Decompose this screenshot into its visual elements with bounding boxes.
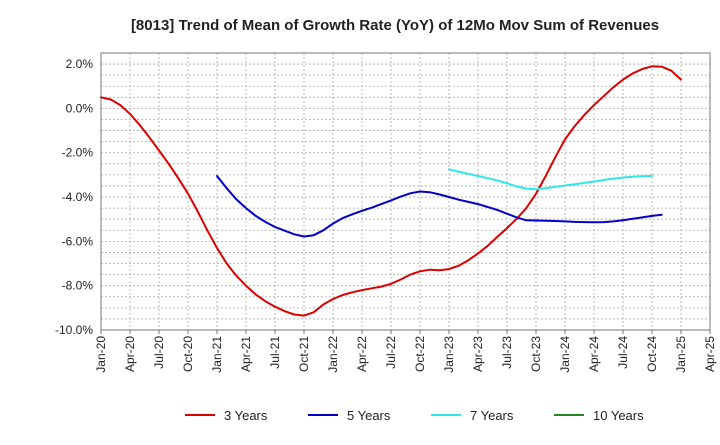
y-tick-label: 0.0% bbox=[66, 101, 94, 115]
y-tick-label: -2.0% bbox=[62, 146, 94, 160]
x-tick-label: Jul-21 bbox=[268, 336, 282, 369]
x-tick-label: Jul-24 bbox=[616, 336, 630, 369]
series-lines bbox=[100, 65, 682, 317]
x-tick-label: Jan-20 bbox=[94, 336, 108, 373]
x-tick-label: Jul-20 bbox=[152, 336, 166, 369]
x-tick-label: Jan-24 bbox=[558, 336, 572, 373]
x-tick-label: Apr-21 bbox=[239, 336, 253, 372]
x-tick-label: Oct-22 bbox=[413, 336, 427, 372]
x-axis: Jan-20 Apr-20 Jul-20 Oct-20 Jan-21 Apr-21 Jul-… bbox=[94, 330, 717, 373]
y-axis: 2.0% 0.0% -2.0% -4.0% -6.0% -8.0% -10.0% bbox=[55, 57, 93, 337]
y-tick-label: -4.0% bbox=[62, 190, 94, 204]
x-tick-label: Jan-25 bbox=[674, 336, 688, 373]
series-line-7-years bbox=[448, 168, 653, 191]
x-tick-label: Jan-21 bbox=[210, 336, 224, 373]
x-tick-label: Jan-23 bbox=[442, 336, 456, 373]
y-tick-label: 2.0% bbox=[66, 57, 94, 71]
x-tick-label: Oct-21 bbox=[297, 336, 311, 372]
legend-label: 5 Years bbox=[347, 408, 391, 423]
plot-area bbox=[100, 52, 711, 331]
legend: 3 Years 5 Years 7 Years 10 Years bbox=[185, 408, 644, 423]
y-tick-label: -6.0% bbox=[62, 234, 94, 248]
gridlines bbox=[100, 52, 711, 330]
x-tick-label: Apr-24 bbox=[587, 336, 601, 372]
series-line-5-years bbox=[216, 175, 663, 238]
y-tick-label: -8.0% bbox=[62, 279, 94, 293]
x-tick-label: Jul-23 bbox=[500, 336, 514, 369]
x-tick-label: Oct-23 bbox=[529, 336, 543, 372]
legend-label: 3 Years bbox=[224, 408, 268, 423]
legend-label: 7 Years bbox=[470, 408, 514, 423]
series-line-3-years bbox=[100, 65, 682, 317]
chart-title: [8013] Trend of Mean of Growth Rate (YoY… bbox=[131, 17, 659, 34]
x-tick-label: Oct-24 bbox=[645, 336, 659, 372]
x-tick-label: Apr-25 bbox=[703, 336, 717, 372]
legend-label: 10 Years bbox=[593, 408, 644, 423]
x-tick-label: Apr-20 bbox=[123, 336, 137, 372]
x-tick-label: Jan-22 bbox=[326, 336, 340, 373]
x-tick-label: Apr-23 bbox=[471, 336, 485, 372]
x-tick-label: Jul-22 bbox=[384, 336, 398, 369]
x-tick-label: Oct-20 bbox=[181, 336, 195, 372]
x-tick-label: Apr-22 bbox=[355, 336, 369, 372]
y-tick-label: -10.0% bbox=[55, 323, 93, 337]
